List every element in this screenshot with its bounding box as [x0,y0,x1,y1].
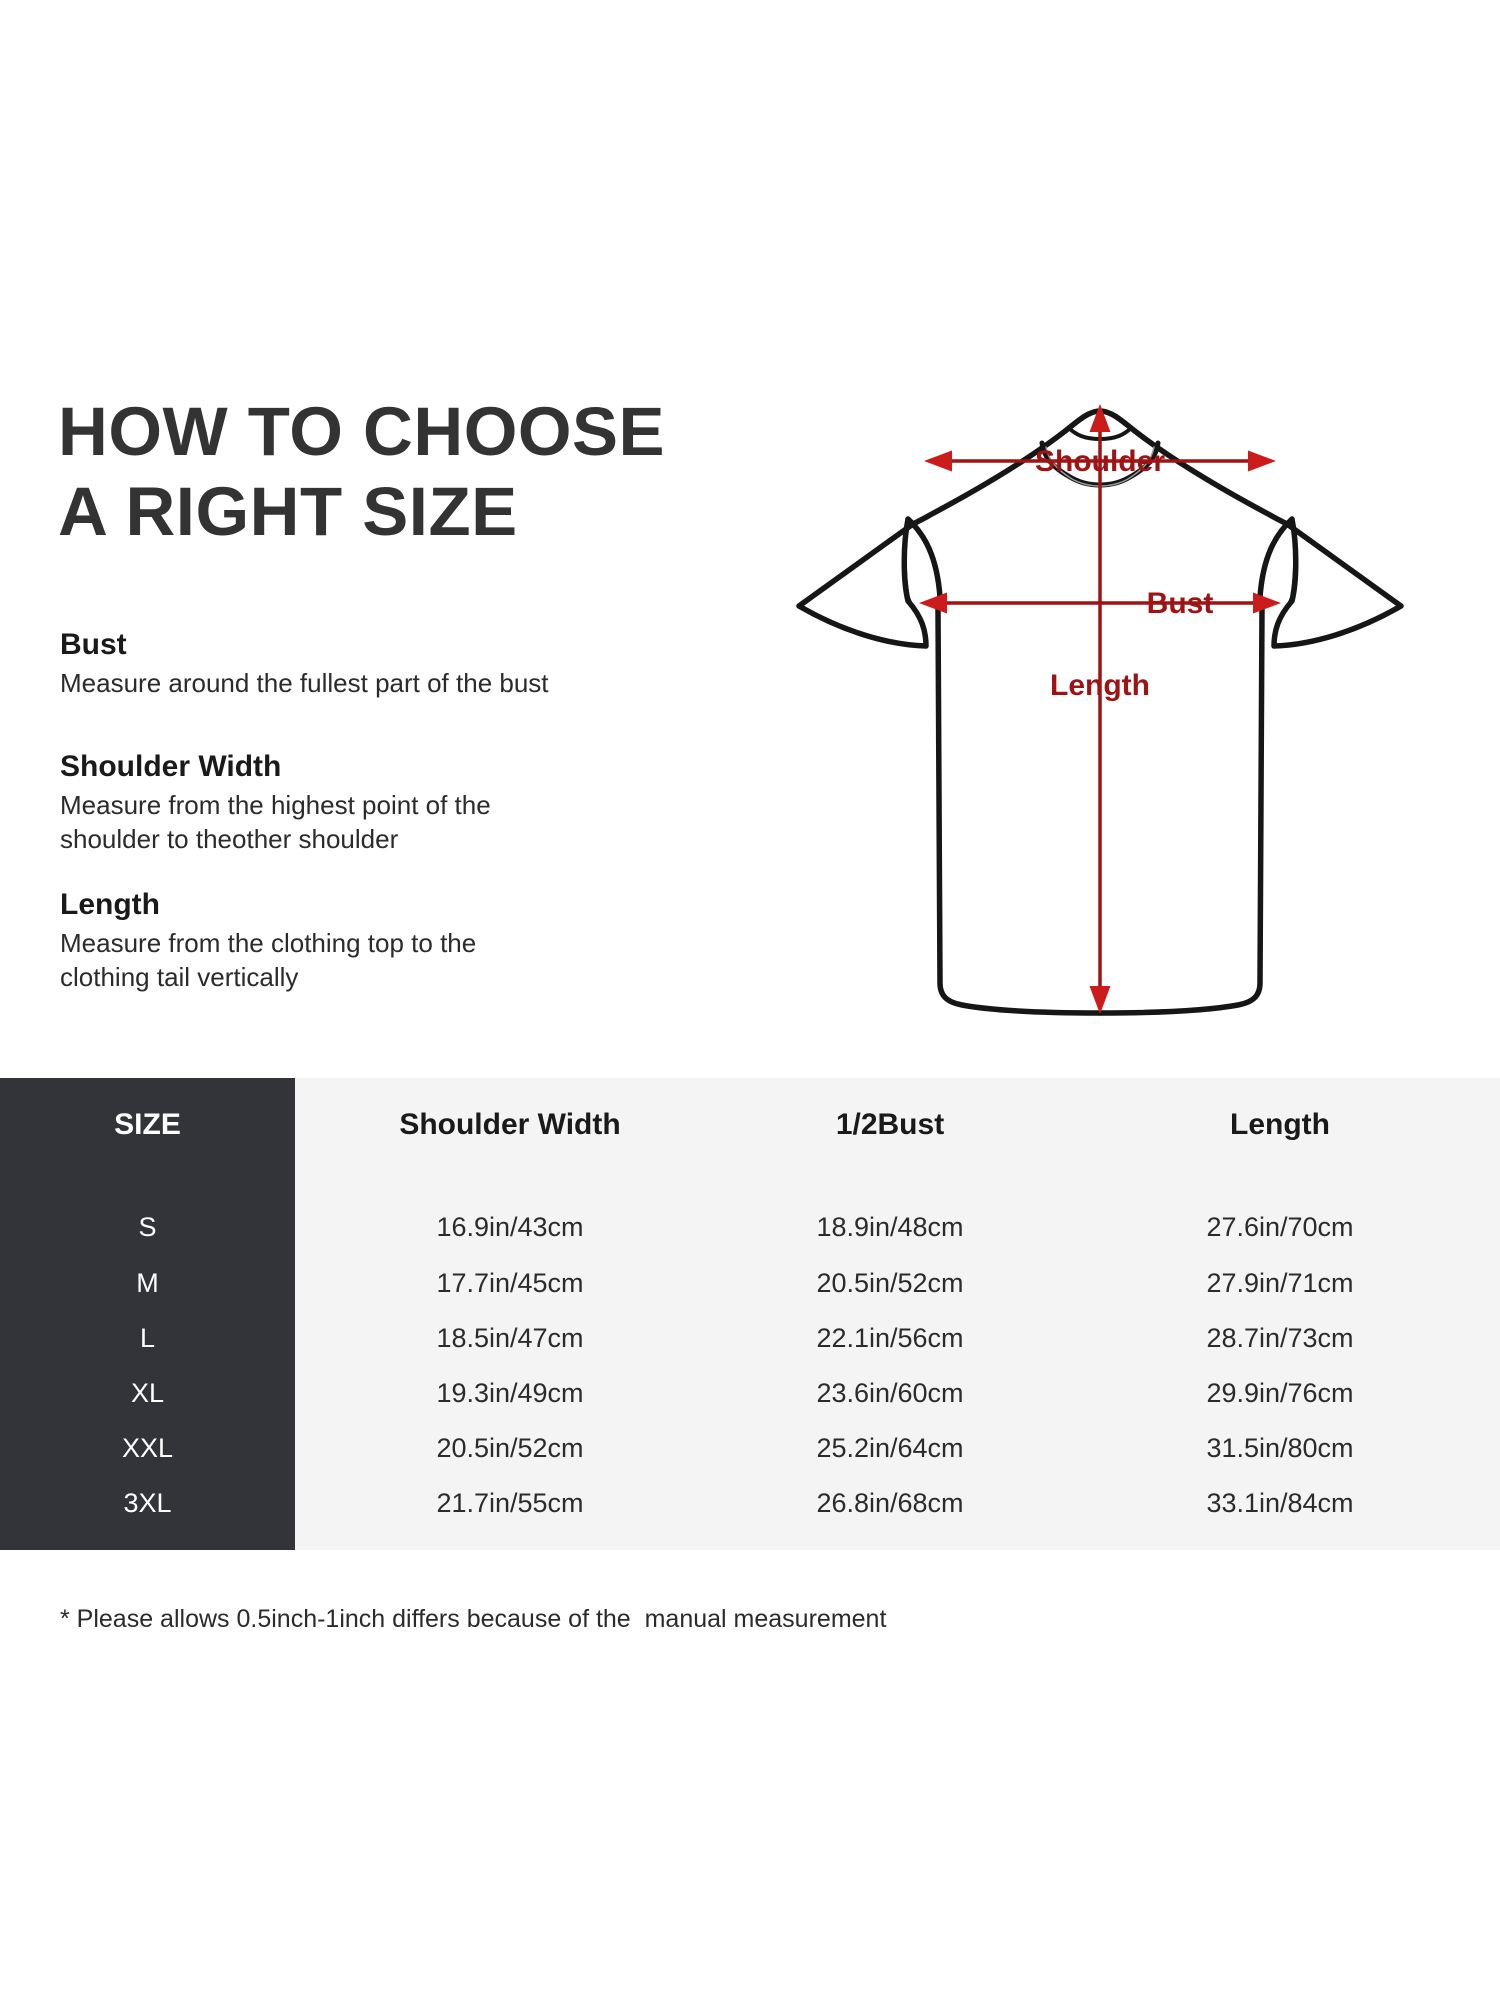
svg-text:Shoulder: Shoulder [1035,445,1165,478]
svg-text:Bust: Bust [1147,587,1214,620]
svg-text:Length: Length [1050,669,1150,702]
